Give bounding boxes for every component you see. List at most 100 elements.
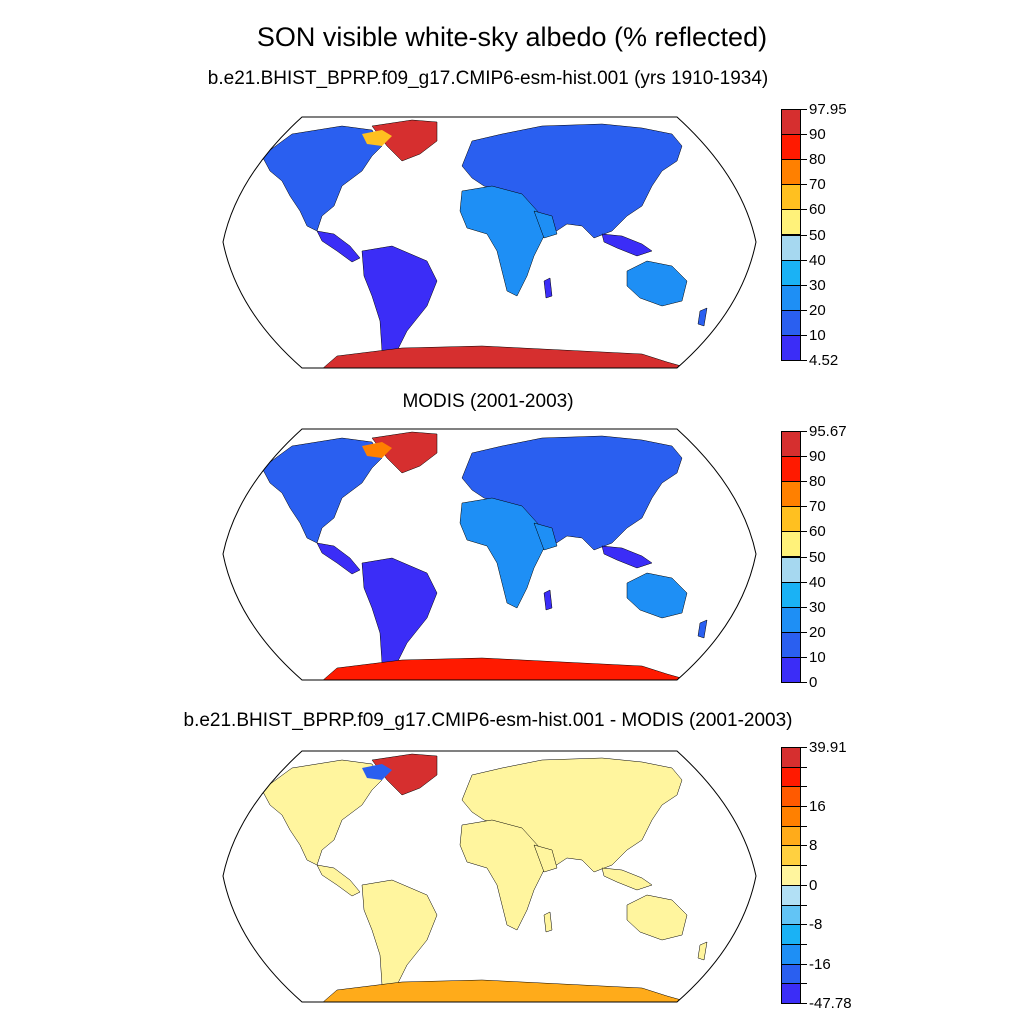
colorbar-label: 30 (809, 276, 826, 294)
colorbar-tick (801, 581, 807, 583)
colorbar-tick (801, 360, 807, 361)
colorbar-segment (781, 924, 801, 945)
colorbar-segment (781, 747, 801, 768)
colorbar-label: -8 (809, 916, 823, 934)
map-outline (222, 116, 757, 369)
colorbar-tick (801, 983, 807, 985)
landmass-se-asia (601, 867, 653, 891)
landmass-central-america (316, 864, 361, 897)
landmass-arctic-coast (362, 130, 392, 146)
colorbar-tick (801, 531, 807, 533)
colorbar-tick (801, 865, 807, 867)
colorbar-label: 40 (809, 573, 826, 591)
colorbar-tick (801, 184, 807, 186)
colorbar-tick (801, 682, 807, 683)
colorbar-tick (801, 904, 807, 906)
colorbar-label: 40 (809, 251, 826, 269)
colorbar-segment (781, 904, 801, 926)
landmass-arctic-coast (362, 442, 392, 458)
colorbar-label: 60 (809, 201, 826, 219)
colorbar-segment (781, 481, 801, 508)
colorbar-tick (801, 631, 807, 633)
landmass-australia (626, 260, 688, 307)
colorbar-segment (781, 134, 801, 161)
landmass-se-asia (601, 233, 653, 257)
colorbar-segment (781, 786, 801, 808)
map-model (222, 116, 757, 369)
landmass-north-america (261, 759, 383, 866)
colorbar-tick (801, 334, 807, 336)
colorbar-tick (801, 556, 807, 558)
landmass-north-america (261, 437, 383, 544)
landmass-antarctica (321, 345, 693, 368)
figure-title: SON visible white-sky albedo (% reflecte… (256, 22, 768, 52)
colorbar-label: 50 (809, 226, 826, 244)
colorbar-tick (801, 309, 807, 311)
colorbar-segment (781, 825, 801, 847)
colorbar-tick (801, 924, 807, 926)
landmass-madagascar (543, 277, 553, 299)
colorbar-tick (801, 963, 807, 965)
panel-title-model: b.e21.BHIST_BPRP.f09_g17.CMIP6-esm-hist.… (207, 68, 769, 89)
colorbar-tick (801, 431, 807, 432)
colorbar-tick (801, 606, 807, 608)
landmass-greenland (371, 753, 438, 796)
colorbar-tick (801, 209, 807, 211)
landmass-arabia (533, 210, 558, 239)
colorbar-obs: 95.67 90 80 70 60 50 40 30 20 10 0 (781, 424, 847, 690)
colorbar-label: -47.78 (809, 995, 852, 1012)
landmass-australia (626, 572, 688, 619)
landmass-south-america (361, 879, 438, 996)
world-map-svg (222, 750, 757, 1003)
landmass-north-america (261, 125, 383, 232)
colorbar-segment (781, 656, 801, 683)
colorbar-tick (801, 845, 807, 847)
colorbar-label: 80 (809, 473, 826, 491)
colorbar-segment (781, 309, 801, 336)
landmass-africa (459, 497, 545, 609)
colorbar-segment (781, 334, 801, 361)
colorbar-label: 20 (809, 623, 826, 641)
colorbar-segment (781, 766, 801, 788)
colorbar-label: 0 (809, 674, 818, 691)
landmass-south-america (361, 557, 438, 674)
colorbar-label: 70 (809, 498, 826, 516)
colorbar-segment (781, 531, 801, 558)
landmass-australia (626, 894, 688, 941)
landmass-central-america (316, 230, 361, 263)
colorbar-tick (801, 259, 807, 261)
map-outline (222, 428, 757, 681)
colorbar-tick (801, 506, 807, 508)
panel-title-obs: MODIS (2001-2003) (402, 391, 574, 412)
colorbar-segment (781, 259, 801, 286)
colorbar-label: 80 (809, 151, 826, 169)
colorbar-label: 97.95 (809, 101, 847, 118)
colorbar-label: 8 (809, 837, 818, 855)
colorbar-tick (801, 134, 807, 136)
colorbar-tick (801, 656, 807, 658)
colorbar-label: 70 (809, 176, 826, 194)
colorbar-segment (781, 884, 801, 906)
colorbar-segment (781, 506, 801, 533)
colorbar-tick (801, 786, 807, 788)
colorbar-segment (781, 159, 801, 186)
colorbar-tick (801, 766, 807, 768)
colorbar-segment (781, 806, 801, 827)
map-obs (222, 428, 757, 681)
colorbar-tick (801, 234, 807, 236)
colorbar-segment (781, 209, 801, 236)
colorbar-label: 10 (809, 326, 826, 344)
colorbar-segment (781, 234, 801, 261)
world-map-svg (222, 428, 757, 681)
colorbar-tick (801, 747, 807, 748)
colorbar-label: 39.91 (809, 739, 847, 756)
colorbar-segment (781, 943, 801, 965)
landmass-africa (459, 185, 545, 297)
world-map-svg (222, 116, 757, 369)
colorbar-label: 90 (809, 126, 826, 144)
colorbar-tick (801, 825, 807, 827)
colorbar-tick (801, 1003, 807, 1004)
colorbar-segment (781, 581, 801, 608)
colorbar-segment (781, 184, 801, 211)
colorbar-tick (801, 806, 807, 808)
